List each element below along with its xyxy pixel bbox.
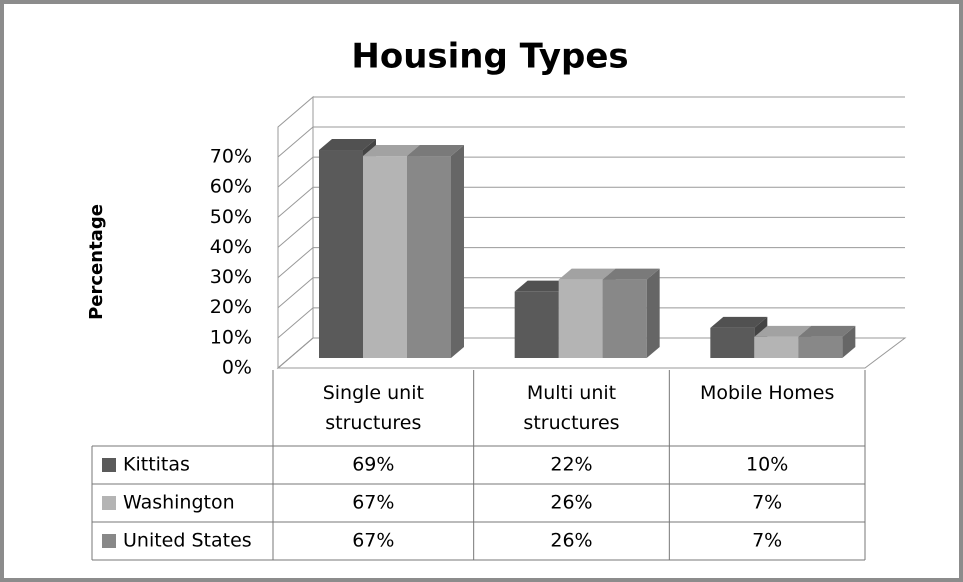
bar-top [558, 268, 616, 280]
bar-top [407, 145, 464, 157]
table-value: 26% [550, 492, 592, 514]
grid-line [277, 216, 905, 248]
y-axis-title: Percentage [86, 204, 107, 320]
bar-top [319, 139, 376, 151]
table-value: 7% [752, 492, 782, 514]
bar [602, 268, 660, 358]
grid-line [277, 156, 905, 188]
bar-top [514, 280, 572, 292]
legend-swatch [102, 458, 116, 472]
legend-swatch [102, 534, 116, 548]
x-tick-label: Single unit structures [322, 382, 424, 434]
bar [798, 325, 856, 358]
y-tick-label: 20% [210, 296, 252, 318]
grid-line [277, 186, 905, 218]
bar-front [602, 279, 647, 358]
x-tick-label: Multi unit structures [523, 382, 620, 434]
grid-line [277, 307, 905, 339]
bar-top [798, 325, 856, 337]
bar-side [451, 145, 464, 358]
y-tick-label: 60% [210, 176, 252, 198]
bar-front [710, 327, 755, 358]
category-cell: Multi unit structures [523, 382, 620, 434]
bar-front [407, 156, 451, 358]
legend-label: Washington [123, 492, 235, 514]
bar-front [798, 336, 843, 358]
legend-swatch [102, 496, 116, 510]
bar-top [602, 268, 660, 280]
bar [407, 145, 464, 358]
bar-front [754, 336, 799, 358]
category-cell: Mobile Homes [699, 382, 835, 404]
legend-label: Kittitas [123, 454, 190, 476]
table-value: 7% [752, 530, 782, 552]
bar-side [842, 325, 856, 358]
y-tick-label: 30% [210, 266, 252, 288]
bar-front [319, 150, 363, 358]
grid-line [277, 247, 905, 278]
grid-line [277, 337, 905, 369]
bar-top [710, 316, 768, 328]
bar-side [646, 268, 660, 358]
y-tick-label: 10% [210, 326, 252, 348]
bar-front [558, 279, 603, 358]
bar-top [363, 145, 420, 157]
grid-line [277, 126, 905, 158]
y-tick-label: 0% [222, 357, 252, 379]
table-value: 67% [352, 530, 394, 552]
table-value: 67% [352, 492, 394, 514]
x-tick-label: Mobile Homes [699, 382, 835, 404]
legend-label: United States [123, 530, 252, 552]
bar-front [363, 156, 407, 358]
table-value: 69% [352, 454, 394, 476]
y-tick-label: 70% [210, 146, 252, 168]
bar-front [514, 291, 559, 358]
y-tick-label: 50% [210, 206, 252, 228]
grid-line [277, 277, 905, 309]
chart-title: Housing Types [351, 37, 628, 77]
table-value: 22% [550, 454, 592, 476]
bar-top [754, 325, 812, 337]
category-cell: Single unit structures [322, 382, 424, 434]
table-value: 10% [746, 454, 788, 476]
y-tick-label: 40% [210, 236, 252, 258]
table-value: 26% [550, 530, 592, 552]
